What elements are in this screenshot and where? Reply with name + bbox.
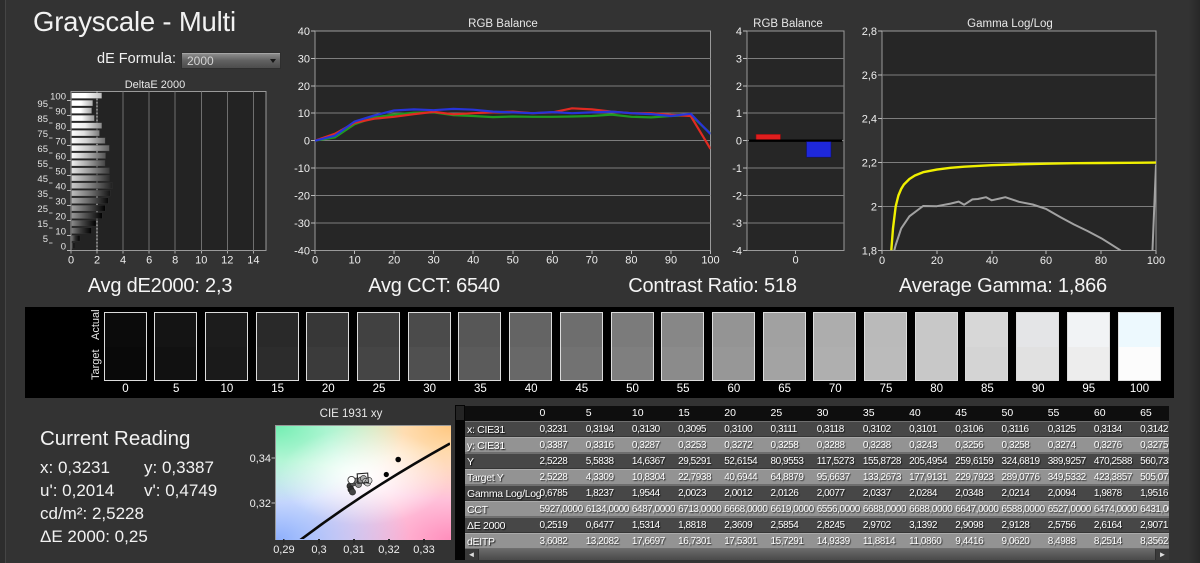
svg-text:6: 6 — [146, 255, 152, 267]
svg-text:90: 90 — [665, 255, 677, 267]
svg-text:40: 40 — [986, 255, 998, 267]
svg-text:0,34: 0,34 — [250, 453, 271, 465]
svg-text:55: 55 — [37, 159, 48, 170]
svg-text:2: 2 — [736, 81, 742, 93]
svg-text:30: 30 — [298, 53, 310, 65]
svg-text:70: 70 — [55, 136, 66, 147]
svg-text:Actual: Actual — [90, 309, 102, 340]
svg-text:4: 4 — [736, 26, 742, 38]
svg-text:-40: -40 — [294, 245, 310, 257]
svg-text:100: 100 — [701, 255, 719, 267]
svg-text:45: 45 — [37, 174, 48, 185]
svg-text:0: 0 — [879, 255, 885, 267]
svg-text:2,2: 2,2 — [862, 158, 877, 170]
svg-text:100: 100 — [1147, 255, 1165, 267]
svg-text:0,33: 0,33 — [413, 544, 434, 556]
svg-text:-3: -3 — [732, 218, 742, 230]
svg-text:-2: -2 — [732, 191, 742, 203]
svg-text:60: 60 — [546, 255, 558, 267]
svg-text:8: 8 — [172, 255, 178, 267]
svg-text:0: 0 — [61, 241, 66, 252]
svg-text:80: 80 — [1095, 255, 1107, 267]
svg-text:10: 10 — [55, 226, 66, 237]
svg-text:20: 20 — [388, 255, 400, 267]
svg-text:-4: -4 — [732, 245, 742, 257]
svg-text:1: 1 — [736, 108, 742, 120]
svg-text:10: 10 — [298, 108, 310, 120]
svg-text:-1: -1 — [732, 163, 742, 175]
svg-text:RGB Balance: RGB Balance — [468, 18, 538, 30]
svg-text:85: 85 — [37, 114, 48, 125]
svg-text:12: 12 — [221, 255, 233, 267]
svg-text:0,32: 0,32 — [378, 544, 399, 556]
svg-text:40: 40 — [55, 181, 66, 192]
svg-text:40: 40 — [298, 26, 310, 38]
svg-text:10: 10 — [348, 255, 360, 267]
svg-text:90: 90 — [55, 106, 66, 117]
svg-text:-20: -20 — [294, 191, 310, 203]
svg-text:-30: -30 — [294, 218, 310, 230]
svg-text:2,4: 2,4 — [862, 114, 877, 126]
svg-text:0,32: 0,32 — [250, 498, 271, 510]
svg-text:CIE 1931 xy: CIE 1931 xy — [320, 408, 383, 420]
svg-text:2,6: 2,6 — [862, 70, 877, 82]
svg-text:10: 10 — [195, 255, 207, 267]
svg-text:4: 4 — [120, 255, 126, 267]
svg-text:60: 60 — [55, 151, 66, 162]
svg-text:20: 20 — [55, 211, 66, 222]
svg-text:70: 70 — [586, 255, 598, 267]
svg-text:5: 5 — [43, 234, 48, 245]
svg-text:2,8: 2,8 — [862, 26, 877, 38]
svg-text:2: 2 — [94, 255, 100, 267]
svg-text:Target: Target — [90, 349, 102, 380]
svg-text:14: 14 — [247, 255, 259, 267]
svg-text:35: 35 — [37, 189, 48, 200]
svg-text:0: 0 — [312, 255, 318, 267]
svg-text:100: 100 — [50, 91, 66, 102]
svg-text:DeltaE 2000: DeltaE 2000 — [125, 79, 186, 91]
svg-text:0: 0 — [792, 255, 798, 267]
svg-text:80: 80 — [55, 121, 66, 132]
svg-text:0: 0 — [736, 136, 742, 148]
svg-text:60: 60 — [1040, 255, 1052, 267]
svg-text:30: 30 — [427, 255, 439, 267]
svg-text:0,29: 0,29 — [273, 544, 294, 556]
svg-text:0: 0 — [68, 255, 74, 267]
svg-text:0,3: 0,3 — [311, 544, 326, 556]
svg-text:75: 75 — [37, 129, 48, 140]
svg-text:30: 30 — [55, 196, 66, 207]
svg-text:40: 40 — [467, 255, 479, 267]
svg-text:3: 3 — [736, 53, 742, 65]
svg-text:RGB Balance: RGB Balance — [753, 18, 823, 30]
svg-text:1,8: 1,8 — [862, 245, 877, 257]
svg-text:95: 95 — [37, 99, 48, 110]
svg-text:20: 20 — [931, 255, 943, 267]
svg-text:65: 65 — [37, 144, 48, 155]
svg-text:15: 15 — [37, 219, 48, 230]
svg-text:-10: -10 — [294, 163, 310, 175]
svg-text:20: 20 — [298, 81, 310, 93]
svg-text:50: 50 — [507, 255, 519, 267]
svg-text:80: 80 — [625, 255, 637, 267]
svg-text:0,31: 0,31 — [343, 544, 364, 556]
svg-text:25: 25 — [37, 204, 48, 215]
svg-text:2: 2 — [871, 201, 877, 213]
svg-text:0: 0 — [304, 136, 310, 148]
svg-text:Gamma Log/Log: Gamma Log/Log — [967, 18, 1053, 30]
svg-text:50: 50 — [55, 166, 66, 177]
